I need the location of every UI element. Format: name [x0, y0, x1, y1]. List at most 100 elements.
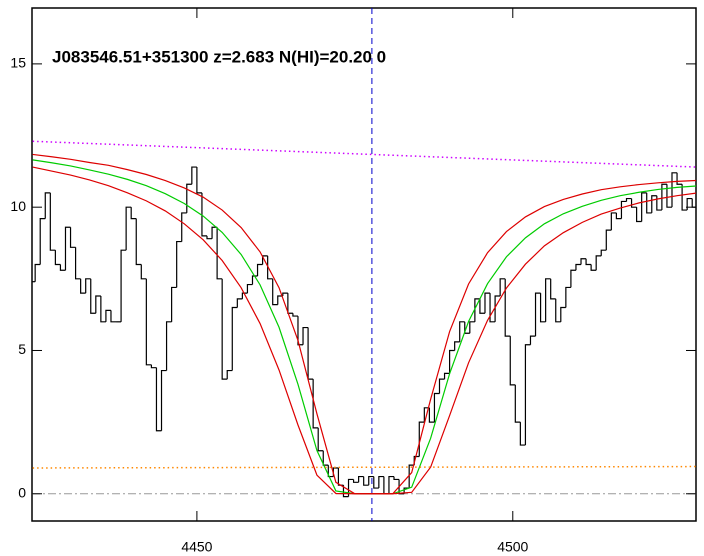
flux-step [666, 184, 672, 208]
flux-step [307, 327, 314, 380]
flux-step [59, 264, 66, 271]
flux-step [378, 475, 384, 489]
flux-step [231, 306, 238, 371]
flux-step [494, 295, 501, 322]
flux-step [368, 475, 374, 486]
y-tick-label: 10 [10, 198, 26, 214]
flux-step [529, 335, 536, 345]
flux-step [636, 207, 642, 223]
flux-step [570, 269, 576, 288]
flux-step [140, 264, 147, 280]
flux-step [560, 306, 566, 322]
y-tick-label: 5 [18, 341, 26, 357]
flux-step [514, 384, 521, 423]
dotted-curve [32, 140, 696, 168]
model-curve [32, 166, 696, 495]
flux-step [545, 278, 551, 322]
flux-step [120, 249, 127, 322]
flux-step [150, 364, 157, 369]
flux-step [671, 172, 678, 208]
y-tick-label: 15 [10, 55, 26, 71]
flux-step [95, 295, 101, 314]
flux-step [373, 476, 379, 489]
flux-step [641, 192, 647, 222]
flux-step [201, 192, 208, 237]
flux-step [676, 172, 683, 185]
flux-step [160, 369, 167, 431]
flux-step [337, 467, 344, 486]
flux-step [469, 321, 475, 334]
flux-step [534, 292, 541, 337]
flux-step [605, 229, 612, 251]
flux-step [186, 183, 192, 213]
flux-step [317, 427, 324, 452]
flux-step [236, 298, 243, 308]
flux-step [625, 197, 632, 202]
flux-step [90, 278, 96, 314]
flux-step [145, 278, 152, 366]
flux-step [408, 464, 415, 489]
flux-step [656, 195, 662, 211]
flux-step [226, 369, 233, 380]
flux-step [610, 212, 617, 231]
flux-step [292, 313, 298, 317]
flux-step [216, 227, 223, 280]
flux-step [630, 198, 637, 208]
flux-step [423, 407, 430, 423]
flux-step [393, 476, 400, 481]
flux-step [585, 258, 592, 266]
flux-step [352, 479, 359, 483]
flux-step [524, 344, 531, 446]
flux-step [454, 341, 460, 351]
flux-step [272, 278, 278, 306]
plot-frame [31, 7, 697, 522]
flux-step [110, 310, 117, 323]
flux-step [620, 200, 627, 219]
flux-step [550, 278, 556, 300]
flux-step [246, 283, 253, 294]
flux-step [221, 278, 228, 380]
flux-step [267, 255, 273, 280]
flux-step [80, 278, 86, 294]
flux-step [206, 235, 213, 240]
flux-step [433, 392, 440, 423]
flux-step [64, 226, 71, 271]
flux-step [595, 255, 602, 271]
flux-step [85, 278, 91, 294]
flux-step [297, 316, 304, 346]
flux-step [363, 476, 369, 486]
flux-step [358, 475, 364, 483]
flux-step [428, 407, 435, 423]
flux-step [105, 309, 111, 322]
flux-step [615, 212, 622, 220]
flux-step [39, 218, 46, 265]
flux-step [241, 292, 248, 299]
dotted-curve [32, 465, 696, 469]
flux-step [474, 298, 480, 322]
flux-step [251, 275, 258, 285]
flux-step [211, 226, 218, 239]
flux-step [443, 372, 450, 380]
flux-step [176, 240, 182, 288]
flux-step [155, 367, 162, 432]
flux-step [519, 422, 526, 446]
flux-step [34, 263, 41, 282]
plot-area [32, 8, 696, 521]
flux-step [590, 264, 597, 271]
flux-step [388, 475, 395, 494]
flux-step [681, 184, 688, 211]
flux-step [580, 258, 587, 265]
flux-step [302, 326, 309, 345]
flux-step [49, 192, 56, 251]
flux-step [44, 192, 51, 219]
flux-step [459, 321, 465, 342]
flux-step [256, 263, 263, 276]
flux-step [383, 476, 389, 495]
flux-step [347, 478, 354, 497]
flux-step [69, 227, 76, 248]
flux-step [196, 167, 202, 194]
flux-step [686, 197, 693, 211]
flux-step [130, 207, 137, 220]
flux-step [499, 278, 506, 297]
